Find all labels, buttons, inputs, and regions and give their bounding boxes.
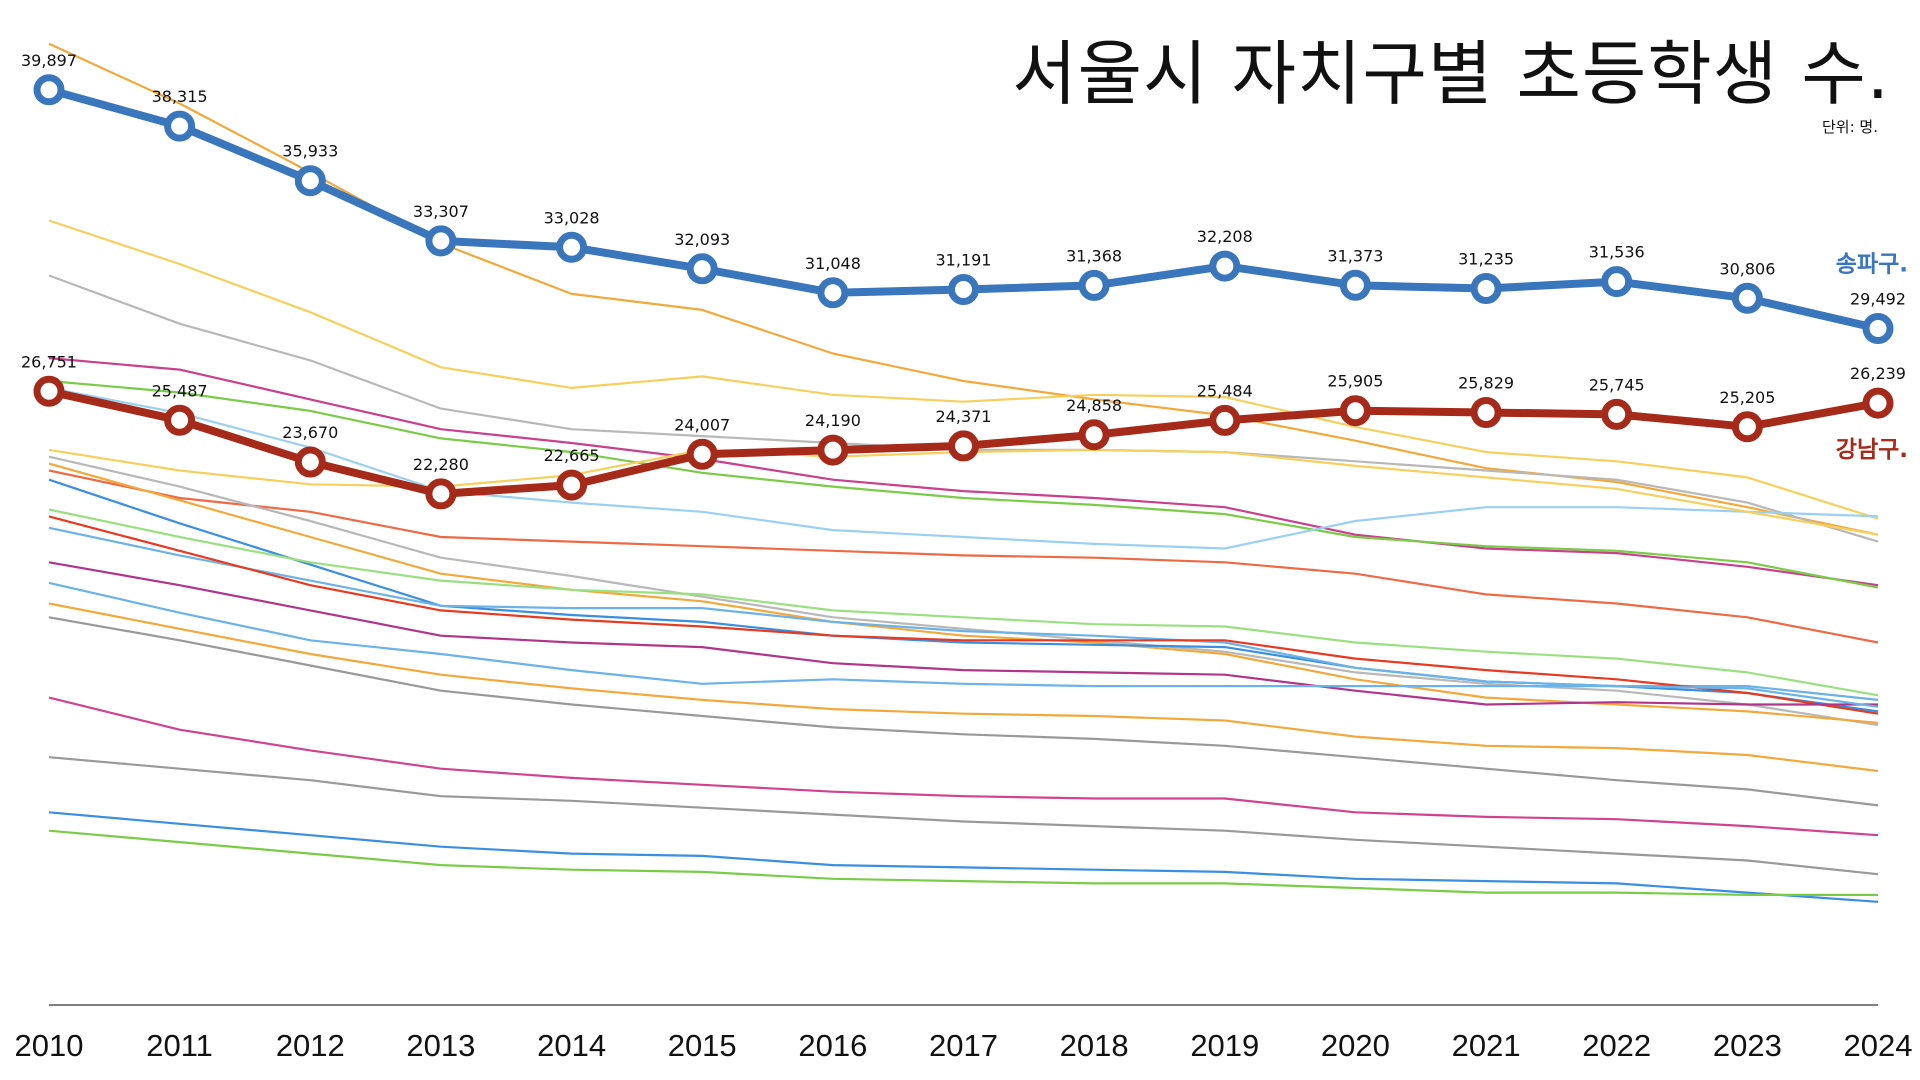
songpa-data-label-2016: 31,048: [805, 254, 861, 273]
x-tick-label-2011: 2011: [146, 1028, 213, 1063]
gangnam-point-2011: [164, 404, 196, 436]
gangnam-data-label-2024: 26,239: [1850, 364, 1906, 383]
gangnam-data-label-2018: 24,858: [1066, 396, 1122, 415]
songpa-point-2020: [1339, 269, 1371, 301]
unit-note: 단위: 명.: [1822, 118, 1878, 136]
background-series-line-18: [48, 616, 1879, 807]
background-series-line-20: [48, 756, 1879, 876]
background-series-line-22: [48, 829, 1878, 896]
songpa-point-2011: [164, 110, 196, 142]
x-tick-label-2019: 2019: [1190, 1028, 1259, 1063]
gangnam-data-label-2022: 25,745: [1589, 375, 1645, 394]
gangnam-data-label-2014: 22,665: [544, 446, 600, 465]
gangnam-point-2021: [1470, 397, 1502, 428]
x-tick-label-2017: 2017: [929, 1028, 998, 1063]
songpa-point-2022: [1601, 266, 1633, 298]
x-tick-label-2024: 2024: [1844, 1028, 1913, 1063]
background-series-line-21: [48, 811, 1879, 903]
songpa-point-2013: [425, 225, 457, 257]
x-tick-label-2016: 2016: [798, 1028, 867, 1063]
songpa-point-2019: [1209, 250, 1241, 282]
gangnam-point-2019: [1209, 404, 1241, 436]
gangnam-data-label-2010: 26,751: [21, 352, 77, 371]
gangnam-point-2018: [1078, 419, 1110, 451]
songpa-point-2010: [33, 74, 65, 106]
x-axis: 2010 2011 2012 2013 2014 2015 2016 2017 2018 2019…: [15, 1004, 1913, 1063]
gangnam-point-2012: [294, 446, 326, 478]
gangnam-data-label-2011: 25,487: [152, 381, 208, 400]
x-tick-label-2012: 2012: [276, 1028, 345, 1063]
background-series-line-12: [48, 508, 1879, 697]
background-series-line-4: [48, 357, 1879, 587]
gangnam-point-2013: [425, 478, 457, 510]
gangnam-point-2024: [1862, 387, 1894, 419]
songpa-point-2012: [294, 165, 326, 197]
gangnam-data-label-2023: 25,205: [1719, 388, 1775, 407]
gangnam-point-2010: [33, 375, 65, 407]
gangnam-data-label-2013: 22,280: [413, 455, 469, 474]
x-tick-label-2014: 2014: [537, 1028, 606, 1063]
highlighted-series-group: 39,897 38,315 35,933 33,307 33,028 32,093 31,0…: [21, 51, 1908, 510]
x-tick-label-2022: 2022: [1582, 1028, 1651, 1063]
background-series-line-14: [48, 515, 1879, 715]
songpa-point-2017: [948, 274, 979, 305]
songpa-data-label-2015: 32,093: [674, 230, 730, 249]
songpa-data-label-2019: 32,208: [1197, 227, 1253, 246]
gangnam-point-2023: [1731, 411, 1763, 443]
background-series-line-5: [48, 379, 1879, 589]
songpa-point-2018: [1078, 269, 1110, 301]
songpa-series-name: 송파구.: [1836, 252, 1908, 278]
gangnam-data-label-2015: 24,007: [674, 415, 730, 434]
songpa-point-2024: [1862, 313, 1894, 344]
background-series-line-8: [48, 469, 1879, 644]
x-tick-label-2015: 2015: [668, 1028, 737, 1063]
x-tick-label-2018: 2018: [1060, 1028, 1129, 1063]
songpa-point-2015: [686, 253, 718, 285]
songpa-data-label-2018: 31,368: [1066, 246, 1122, 265]
songpa-point-2023: [1731, 282, 1763, 314]
gangnam-point-2016: [817, 434, 849, 466]
songpa-data-label-2021: 31,235: [1458, 250, 1514, 269]
songpa-data-label-2011: 38,315: [152, 87, 208, 106]
songpa-data-label-2013: 33,307: [413, 202, 469, 221]
gangnam-data-label-2019: 25,484: [1197, 381, 1253, 400]
songpa-data-label-2014: 33,028: [544, 208, 600, 227]
gangnam-data-label-2017: 24,371: [936, 407, 992, 426]
gangnam-data-label-2016: 24,190: [805, 411, 861, 430]
songpa-point-2021: [1470, 273, 1502, 304]
songpa-data-label-2020: 31,373: [1327, 246, 1383, 265]
background-series-line-9: [48, 455, 1879, 727]
x-tick-label-2013: 2013: [406, 1028, 475, 1063]
chart-title: 서울시 자치구별 초등학생 수.: [1012, 33, 1890, 115]
gangnam-data-label-2012: 23,670: [282, 423, 338, 442]
songpa-data-label-2010: 39,897: [21, 51, 77, 70]
gangnam-point-2015: [686, 438, 718, 470]
x-tick-label-2010: 2010: [15, 1028, 84, 1063]
background-series-line-13: [48, 526, 1879, 701]
songpa-data-label-2023: 30,806: [1719, 259, 1775, 278]
background-series-line-19: [48, 696, 1879, 837]
songpa-point-2014: [556, 231, 588, 263]
gangnam-point-2017: [948, 430, 979, 462]
songpa-data-label-2012: 35,933: [282, 142, 338, 161]
gangnam-point-2020: [1339, 395, 1371, 427]
background-series-line-6: [48, 386, 1879, 550]
songpa-data-label-2017: 31,191: [936, 251, 992, 270]
x-tick-label-2023: 2023: [1713, 1028, 1782, 1063]
gangnam-data-label-2020: 25,905: [1327, 372, 1383, 391]
gangnam-series-name: 강남구.: [1836, 437, 1908, 463]
background-series-line-15: [48, 561, 1878, 706]
songpa-data-label-2024: 29,492: [1850, 290, 1906, 309]
gangnam-point-2014: [556, 469, 588, 501]
gangnam-point-2022: [1601, 398, 1633, 430]
background-series-line-17: [48, 602, 1879, 773]
gangnam-data-label-2021: 25,829: [1458, 374, 1514, 393]
background-series-line-2: [48, 219, 1879, 520]
background-series-line-16: [48, 581, 1879, 708]
songpa-point-2016: [817, 277, 849, 309]
x-tick-label-2021: 2021: [1452, 1028, 1521, 1063]
songpa-data-label-2022: 31,536: [1589, 243, 1645, 262]
x-tick-label-2020: 2020: [1321, 1028, 1390, 1063]
